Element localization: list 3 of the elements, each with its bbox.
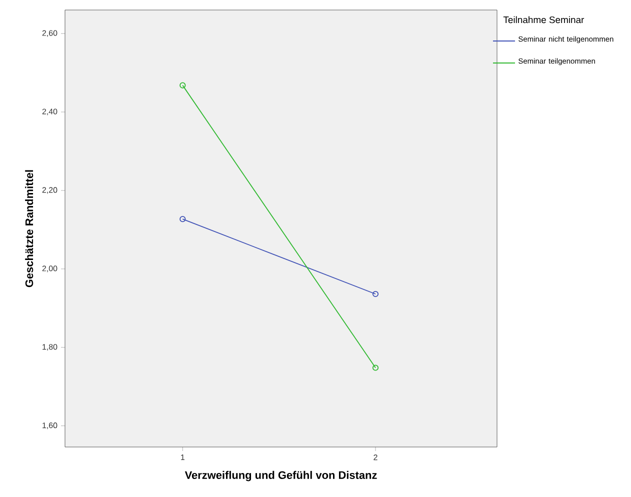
- x-axis-title: Verzweiflung und Gefühl von Distanz: [184, 470, 377, 482]
- y-axis-title: Geschätzte Randmittel: [25, 170, 34, 288]
- legend-title: Teilnahme Seminar: [503, 16, 584, 24]
